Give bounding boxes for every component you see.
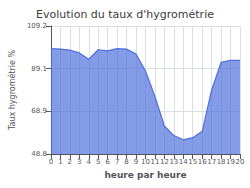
svg-text:Evolution du taux d'hygrométri: Evolution du taux d'hygrométrie	[36, 8, 214, 21]
svg-text:68.9: 68.9	[31, 107, 47, 115]
svg-text:16: 16	[198, 158, 207, 166]
svg-text:13: 13	[169, 158, 178, 166]
svg-text:Taux hygrométrie %: Taux hygrométrie %	[7, 50, 17, 132]
svg-text:9: 9	[134, 158, 138, 166]
svg-text:109.2: 109.2	[27, 22, 47, 30]
svg-text:4: 4	[87, 158, 92, 166]
svg-text:20: 20	[236, 158, 245, 166]
svg-text:89.1: 89.1	[31, 65, 47, 73]
svg-text:15: 15	[188, 158, 197, 166]
svg-text:12: 12	[160, 158, 169, 166]
svg-text:19: 19	[226, 158, 235, 166]
svg-text:14: 14	[179, 158, 188, 166]
svg-text:7: 7	[115, 158, 119, 166]
svg-text:1: 1	[58, 158, 62, 166]
svg-text:11: 11	[150, 158, 159, 166]
svg-text:10: 10	[141, 158, 150, 166]
svg-text:heure par heure: heure par heure	[104, 170, 186, 180]
svg-text:3: 3	[77, 158, 81, 166]
svg-text:48.8: 48.8	[31, 150, 47, 158]
svg-text:17: 17	[207, 158, 216, 166]
svg-text:18: 18	[217, 158, 226, 166]
svg-text:2: 2	[68, 158, 72, 166]
svg-text:8: 8	[124, 158, 128, 166]
svg-text:0: 0	[49, 158, 53, 166]
svg-text:6: 6	[105, 158, 110, 166]
svg-text:5: 5	[96, 158, 100, 166]
